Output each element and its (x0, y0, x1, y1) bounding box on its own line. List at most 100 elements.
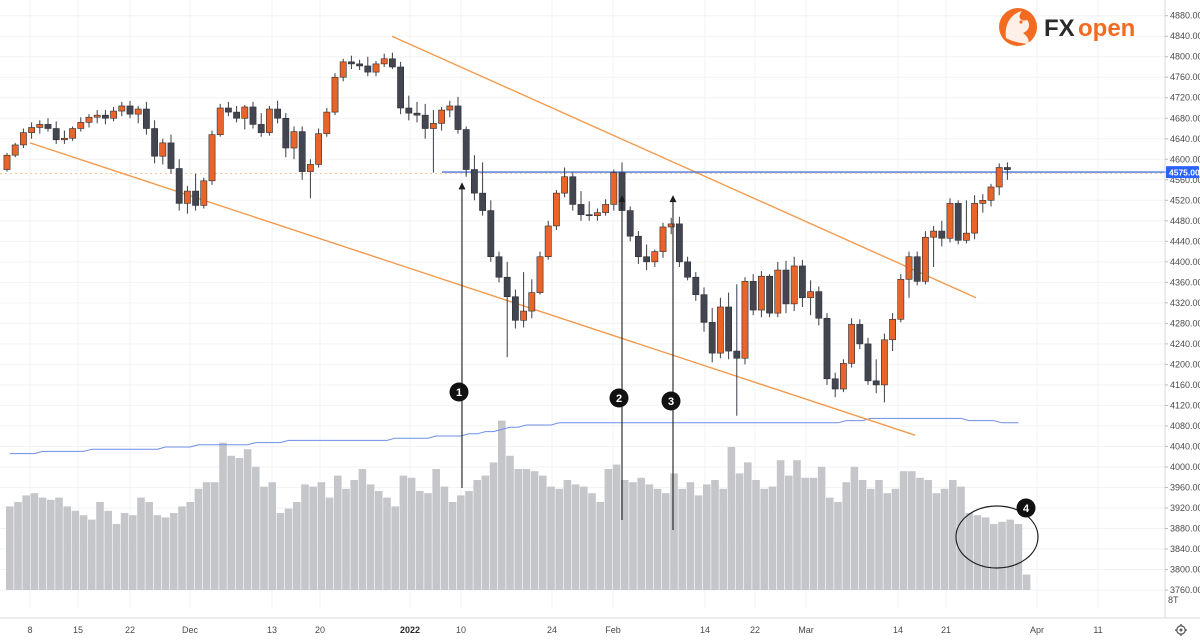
volume-bar (539, 475, 547, 590)
volume-bar (358, 469, 367, 590)
candle-body (725, 306, 732, 352)
volume-bar (227, 455, 235, 590)
candle-body (19, 132, 27, 146)
volume-bar (88, 519, 96, 590)
candle (626, 206, 634, 242)
candle (741, 277, 749, 365)
candle-body (700, 294, 708, 323)
candle-body (339, 61, 347, 78)
candle-body (364, 65, 372, 73)
volume-bar (161, 517, 170, 590)
candle-body (397, 66, 404, 109)
price-tick-label: 4480.00 (1170, 216, 1200, 226)
candle-body (85, 116, 93, 123)
candle (897, 274, 905, 323)
time-tick-label: 11 (1093, 625, 1102, 635)
candle-body (143, 108, 150, 129)
volume-bar (973, 515, 982, 590)
annotation-marker (661, 391, 681, 411)
candle (503, 261, 511, 358)
candle (979, 194, 987, 213)
candle-body (946, 203, 954, 239)
candle (175, 159, 183, 211)
candle (323, 108, 331, 137)
candle (265, 105, 273, 136)
price-tick-label: 4640.00 (1170, 134, 1200, 144)
candle (454, 96, 462, 134)
candle-body (429, 123, 437, 129)
arrow-head (458, 182, 466, 190)
candle-body (184, 190, 191, 204)
arrow-head (669, 195, 677, 203)
price-tick-label: 4680.00 (1170, 113, 1200, 123)
volume-bar (645, 484, 654, 590)
candle (298, 126, 306, 180)
candle-body (36, 124, 44, 128)
candle (274, 100, 281, 124)
settings-gear-icon[interactable] (1175, 624, 1187, 636)
candle (733, 284, 741, 416)
volume-bar (752, 480, 760, 590)
candle (675, 216, 683, 267)
time-axis[interactable]: 8 15 22 Dec 13 20 2022 10 24 Feb 14 22 Mar 14 21 Apr 11 (0, 617, 1200, 635)
annotation-label: 2 (616, 393, 622, 405)
candle (700, 287, 708, 332)
candle-body (347, 61, 355, 65)
volume-bar (399, 475, 408, 590)
candle-body (225, 107, 232, 113)
candle (19, 128, 27, 148)
volume-bar (719, 488, 727, 590)
candle-body (290, 131, 298, 149)
candle-body (815, 291, 823, 319)
candle (667, 217, 675, 235)
price-tick-label: 4800.00 (1170, 52, 1200, 62)
price-tick-label: 3840.00 (1170, 544, 1200, 554)
candle-body (569, 176, 577, 205)
candle-body (380, 58, 388, 65)
candle-body (282, 117, 290, 149)
candle (880, 333, 888, 403)
candle (921, 231, 929, 285)
volume-bar (826, 497, 834, 590)
volume-bar (325, 497, 334, 590)
volume-bar (703, 484, 711, 590)
volume-bar (391, 506, 399, 590)
volume-bar (998, 521, 1006, 590)
volume-bar (1014, 524, 1023, 590)
volume-bar (530, 471, 539, 590)
candle-body (495, 256, 503, 278)
candle-body (856, 324, 864, 345)
volume-bar (949, 480, 957, 590)
time-tick-label: 15 (73, 625, 83, 635)
candle-body (807, 291, 814, 299)
volume-bar (990, 524, 998, 590)
candle (659, 222, 667, 258)
volume-bar (342, 488, 350, 590)
volume-bar (899, 471, 908, 590)
candle-body (995, 167, 1003, 188)
candle-body (479, 192, 486, 211)
candle (364, 56, 372, 77)
volume-bar (891, 488, 900, 590)
volume-moving-average (9, 417, 1019, 455)
candle-body (331, 76, 339, 113)
time-tick-label: 21 (941, 625, 951, 635)
candle (249, 101, 257, 129)
candle (438, 106, 445, 131)
candle-body (610, 172, 618, 205)
annotation-marker (1016, 498, 1036, 518)
candle-body (503, 276, 511, 298)
candle-body (962, 232, 970, 241)
candle-body (421, 114, 429, 129)
candle-body (798, 265, 806, 299)
candle (184, 185, 191, 214)
volume-bar (448, 502, 457, 590)
current-price-tag (1166, 166, 1199, 179)
volume-bar (768, 486, 777, 590)
candle (815, 286, 823, 326)
volume-bar (817, 466, 826, 590)
price-axis[interactable]: 4880.00 4840.00 4800.00 4760.00 4720.00 4680.… (1164, 0, 1200, 618)
volume-bar (145, 502, 153, 590)
price-tick-label: 4440.00 (1170, 236, 1200, 246)
